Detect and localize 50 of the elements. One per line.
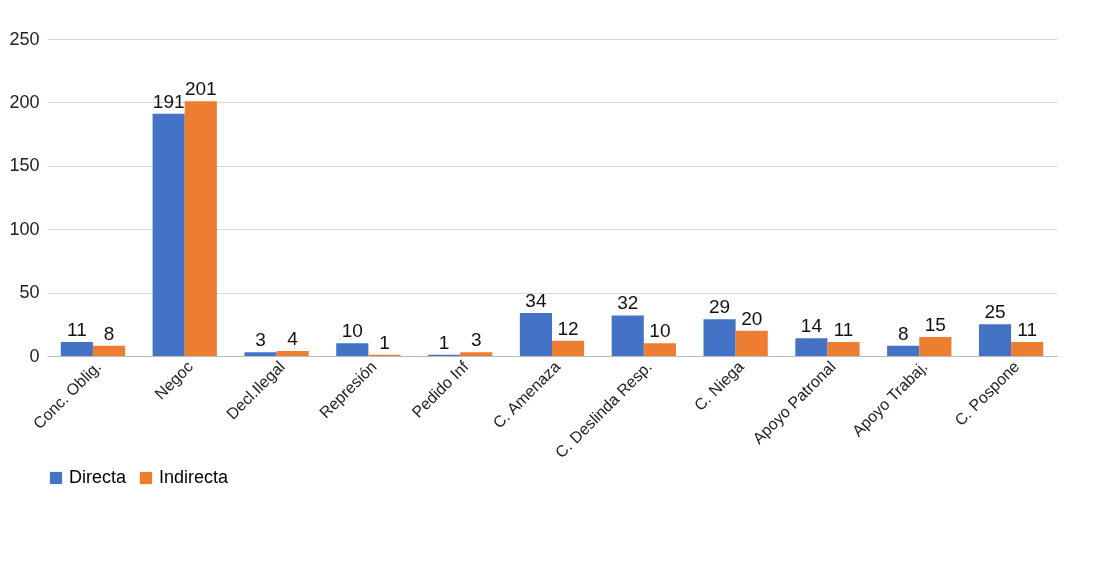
data-label: 14 [800, 315, 823, 337]
y-tick-label: 100 [9, 218, 40, 239]
bar [827, 342, 860, 356]
data-label: 1 [379, 331, 390, 353]
data-label: 11 [833, 319, 854, 341]
data-label: 8 [897, 322, 909, 344]
y-tick-label: 250 [9, 28, 40, 49]
data-label: 3 [470, 329, 482, 351]
bar [92, 345, 126, 356]
bar [978, 324, 1012, 356]
data-label: 4 [287, 327, 299, 349]
data-label: 29 [709, 296, 731, 318]
y-tick-label: 0 [29, 345, 40, 366]
bar [460, 352, 493, 356]
data-label: 191 [152, 90, 185, 112]
data-label: 1 [438, 331, 450, 353]
data-label: 201 [184, 78, 217, 100]
bar [1011, 342, 1044, 356]
bar [552, 340, 585, 356]
data-label: 20 [741, 307, 763, 329]
bar [244, 352, 277, 356]
bar [919, 336, 952, 356]
data-label: 32 [617, 292, 639, 314]
data-label: 8 [103, 322, 115, 344]
y-tick-label: 50 [19, 282, 40, 303]
bar [60, 342, 93, 356]
data-label: 34 [525, 289, 547, 311]
data-label: 10 [341, 320, 363, 342]
bar [735, 330, 768, 356]
data-label: 11 [66, 319, 87, 341]
data-label: 10 [649, 320, 671, 342]
data-label: 3 [255, 329, 266, 351]
bar [887, 345, 920, 356]
bar [519, 312, 552, 356]
data-label: 25 [984, 301, 1006, 323]
bar [276, 350, 309, 356]
y-tick-label: 150 [9, 155, 40, 176]
data-label: 15 [924, 313, 946, 335]
bar [336, 343, 369, 356]
data-label: 11 [1017, 319, 1038, 341]
bar [184, 101, 217, 356]
legend-label: Indirecta [159, 467, 230, 487]
bar [703, 319, 736, 356]
bar [611, 315, 644, 356]
data-label: 12 [557, 317, 579, 339]
bar [643, 343, 676, 356]
bar [795, 338, 828, 356]
y-tick-label: 200 [9, 91, 40, 112]
bar [152, 113, 185, 356]
legend-label: Directa [69, 467, 127, 487]
